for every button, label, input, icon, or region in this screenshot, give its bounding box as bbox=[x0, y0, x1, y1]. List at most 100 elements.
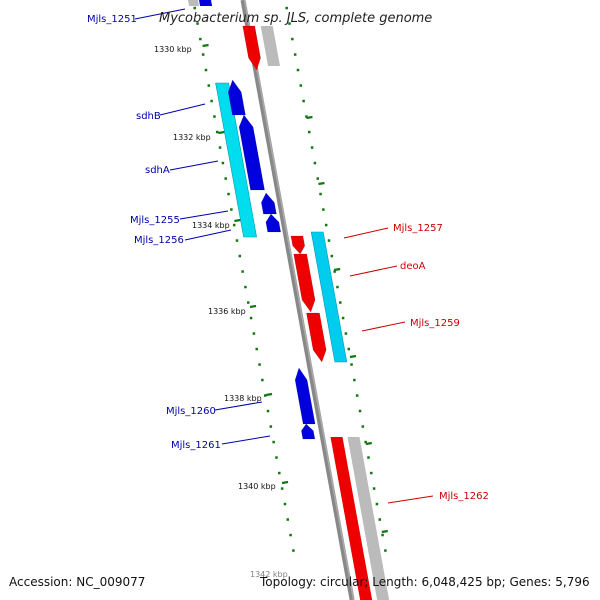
left-tick-track-dot bbox=[263, 394, 267, 397]
major-tick-left-0 bbox=[202, 43, 209, 48]
left-tick-track-dot bbox=[261, 378, 264, 382]
major-tick-right-2 bbox=[333, 267, 341, 272]
leader-mjls-1257 bbox=[343, 227, 389, 239]
left-tick-track-dot bbox=[196, 22, 199, 25]
right-tick-track-dot bbox=[384, 549, 387, 552]
major-tick-left-5 bbox=[281, 480, 289, 485]
right-tick-track-dot bbox=[330, 254, 334, 258]
accession-text: Accession: NC_009077 bbox=[9, 575, 145, 589]
feature-group bbox=[188, 0, 390, 600]
cds-sdh-operon bbox=[215, 82, 257, 238]
major-tick-left-4 bbox=[265, 392, 273, 397]
gene-mjls-1262-gray bbox=[347, 437, 390, 600]
left-tick-track-dot bbox=[213, 115, 216, 118]
gene-mjls-1251-block bbox=[199, 0, 213, 6]
right-tick-track-dot bbox=[341, 316, 345, 320]
leader-mjls-1260 bbox=[214, 401, 263, 411]
right-tick-track-dot bbox=[308, 130, 311, 134]
gene-mjls-1257-arrow bbox=[290, 235, 305, 255]
left-tick-track-dot bbox=[218, 146, 222, 149]
tick-group bbox=[193, 6, 388, 552]
gene-label-sdhb[interactable]: sdhB bbox=[136, 111, 161, 122]
left-tick-track-dot bbox=[227, 192, 230, 196]
left-tick-track-dot bbox=[207, 84, 211, 87]
right-tick-track-dot bbox=[293, 53, 297, 56]
gene-label-sdha[interactable]: sdhA bbox=[145, 165, 170, 176]
right-tick-track-dot bbox=[322, 208, 325, 211]
major-tick-right-5 bbox=[381, 529, 388, 534]
left-tick-track-dot bbox=[230, 208, 233, 211]
gene-mjls-1259-arrow bbox=[306, 312, 327, 363]
gene-label-mjls-1261[interactable]: Mjls_1261 bbox=[171, 440, 221, 451]
left-tick-track-dot bbox=[247, 301, 250, 304]
gene-label-deoa[interactable]: deoA bbox=[400, 261, 426, 272]
right-tick-track-dot bbox=[291, 37, 294, 41]
left-tick-track-dot bbox=[292, 549, 295, 552]
right-tick-track-dot bbox=[353, 378, 356, 382]
leader-mjls-1261 bbox=[221, 435, 271, 445]
right-tick-track-dot bbox=[370, 471, 373, 475]
gene-label-mjls-1256[interactable]: Mjls_1256 bbox=[134, 235, 184, 246]
left-tick-track-dot bbox=[278, 471, 281, 475]
leader-mjls-1251 bbox=[134, 8, 186, 20]
tick-label-1338: 1338 kbp bbox=[224, 394, 262, 403]
left-tick-track-dot bbox=[244, 285, 247, 289]
gene-label-mjls-1255[interactable]: Mjls_1255 bbox=[130, 215, 180, 226]
tick-label-1336: 1336 kbp bbox=[208, 307, 246, 316]
left-tick-track-dot bbox=[275, 456, 278, 459]
left-tick-track-dot bbox=[210, 99, 213, 103]
right-tick-track-dot bbox=[372, 487, 376, 490]
tick-label-1340: 1340 kbp bbox=[238, 482, 276, 491]
cds-right-operon bbox=[310, 231, 348, 363]
gene-mjls-1255-arrow bbox=[261, 192, 277, 215]
right-tick-track-dot bbox=[313, 161, 317, 165]
leader-mjls-1262 bbox=[387, 495, 434, 504]
gene-label-mjls-1260[interactable]: Mjls_1260 bbox=[166, 406, 216, 417]
gene-sdhb-arrow bbox=[227, 79, 246, 116]
right-tick-track-dot bbox=[375, 502, 379, 506]
right-tick-track-dot bbox=[378, 518, 382, 521]
right-tick-track-dot bbox=[296, 68, 300, 72]
left-tick-track-dot bbox=[252, 332, 256, 335]
major-tick-right-4 bbox=[365, 441, 372, 446]
left-tick-track-dot bbox=[258, 363, 261, 366]
gene-mjls-1261-arrow bbox=[301, 423, 316, 440]
gene-label-mjls-1251[interactable]: Mjls_1251 bbox=[87, 14, 137, 25]
left-tick-track-dot bbox=[216, 130, 219, 134]
left-tick-track-dot bbox=[199, 37, 202, 41]
right-tick-track-dot bbox=[336, 285, 339, 289]
left-tick-track-dot bbox=[232, 223, 236, 227]
gene-mjls-1256-arrow bbox=[265, 213, 282, 233]
major-tick-left-1 bbox=[218, 130, 225, 135]
right-tick-track-dot bbox=[355, 394, 359, 397]
major-tick-right-1 bbox=[318, 181, 325, 186]
right-tick-track-dot bbox=[347, 347, 350, 351]
right-tick-track-dot bbox=[319, 192, 322, 196]
left-tick-track-dot bbox=[280, 487, 284, 490]
leader-sdhb bbox=[159, 103, 206, 116]
gene-label-mjls-1259[interactable]: Mjls_1259 bbox=[410, 318, 460, 329]
left-tick-track-dot bbox=[221, 161, 225, 165]
left-tick-track-dot bbox=[201, 53, 205, 56]
left-tick-track-dot bbox=[204, 68, 208, 72]
gene-label-mjls-1257[interactable]: Mjls_1257 bbox=[393, 223, 443, 234]
leader-mjls-1256 bbox=[184, 229, 232, 241]
right-tick-track-dot bbox=[324, 223, 328, 227]
tick-label-1332: 1332 kbp bbox=[173, 133, 211, 142]
left-tick-track-dot bbox=[249, 316, 253, 320]
right-tick-track-dot bbox=[350, 363, 353, 366]
gene-mjls-1260-arrow bbox=[294, 367, 316, 425]
tick-label-1334: 1334 kbp bbox=[192, 221, 230, 230]
left-tick-track-dot bbox=[193, 6, 196, 10]
tick-label-1342: 1342 kbp bbox=[250, 570, 288, 579]
left-tick-track-dot bbox=[255, 347, 258, 351]
right-tick-track-dot bbox=[381, 533, 384, 537]
right-tick-track-dot bbox=[305, 115, 308, 118]
genome-summary-text: Topology: circular; Length: 6,048,425 bp… bbox=[259, 575, 590, 589]
right-tick-track-dot bbox=[333, 270, 336, 273]
gene-sdha-arrow bbox=[238, 114, 265, 191]
gene-label-mjls-1262[interactable]: Mjls_1262 bbox=[439, 491, 489, 502]
gene-mjls-1251-gray bbox=[188, 0, 200, 6]
right-tick-track-dot bbox=[358, 409, 362, 413]
